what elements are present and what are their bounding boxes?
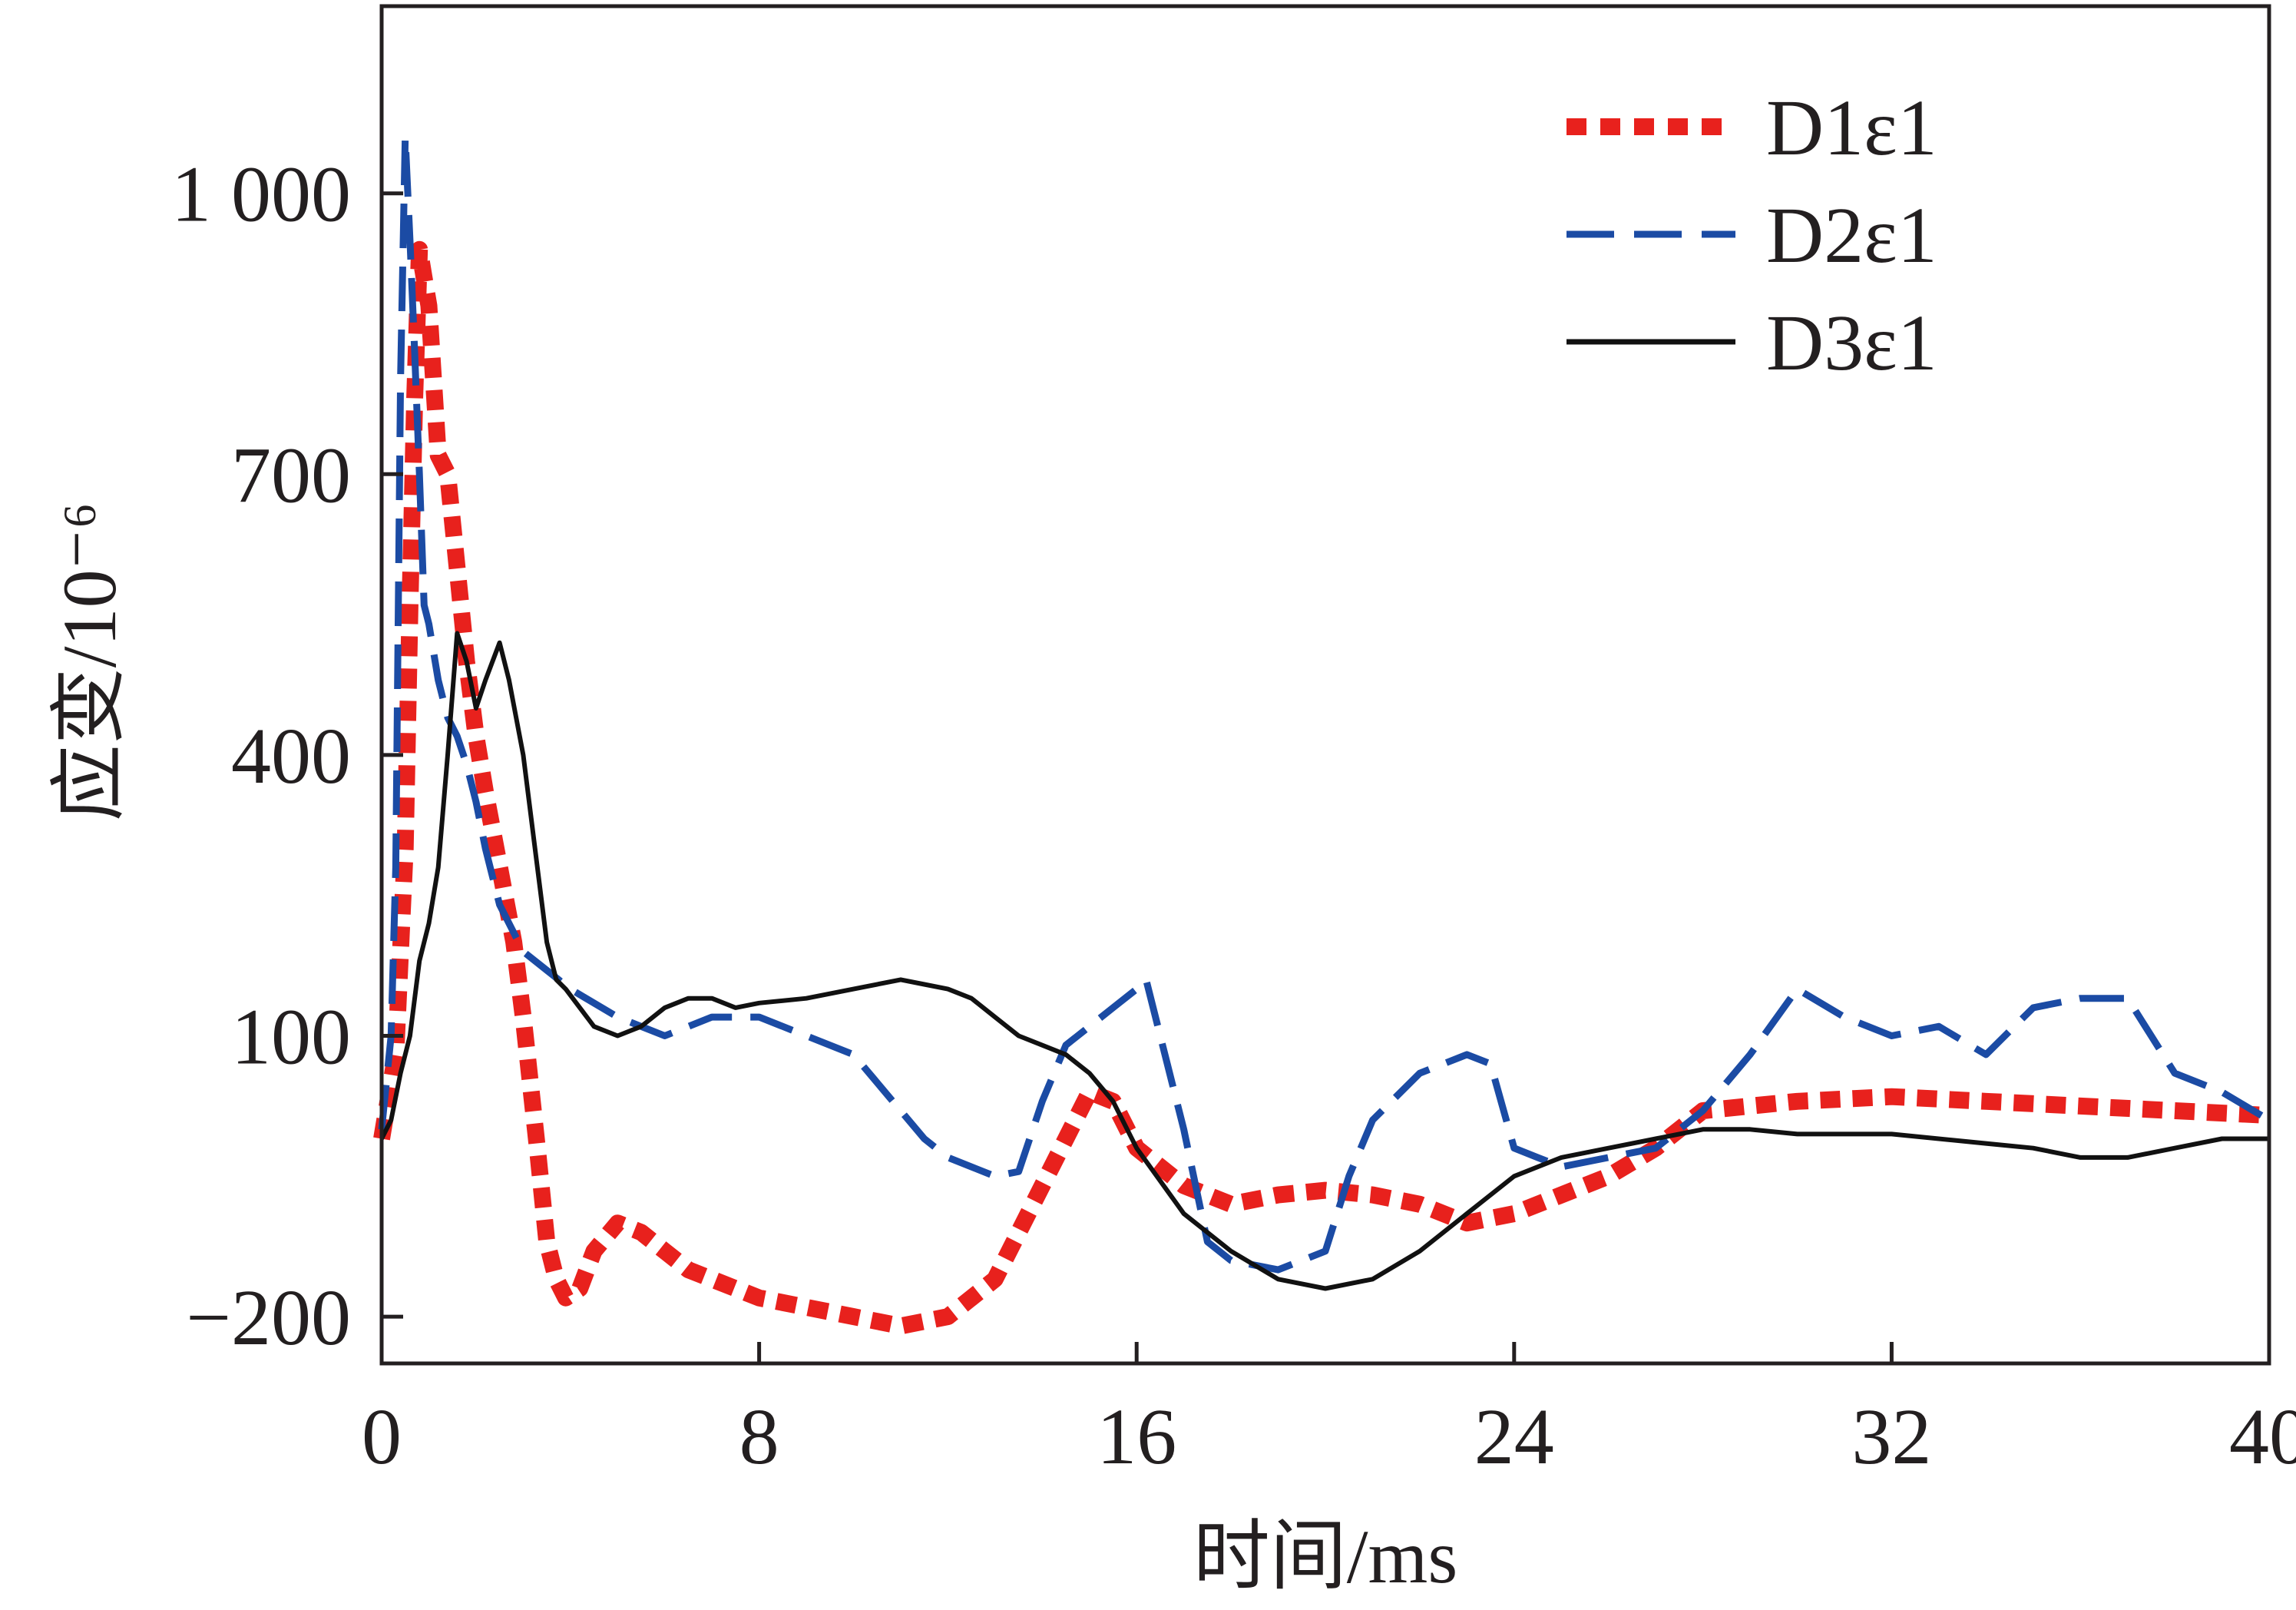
series-line-1 bbox=[373, 240, 2270, 1335]
y-axis: −200 100 400 700 1 000 bbox=[171, 151, 403, 1362]
plot-frame bbox=[379, 4, 2271, 1366]
legend-label: D2ε1 bbox=[1766, 191, 1937, 280]
x-axis: 0 8 16 24 32 40 bbox=[362, 1342, 2296, 1481]
series-line-3 bbox=[379, 631, 2269, 1291]
legend: D1ε1 D2ε1 D3ε1 bbox=[1567, 84, 1937, 387]
y-axis-title: 应变/10⁻⁶ bbox=[47, 502, 132, 821]
x-tick-label: 16 bbox=[1097, 1393, 1176, 1481]
y-tick-label: −200 bbox=[186, 1274, 351, 1362]
legend-label: D1ε1 bbox=[1766, 84, 1937, 172]
legend-label: D3ε1 bbox=[1766, 299, 1937, 387]
y-tick-label: 100 bbox=[231, 992, 351, 1081]
x-tick-label: 40 bbox=[2229, 1393, 2296, 1481]
x-tick-label: 32 bbox=[1851, 1393, 1931, 1481]
y-tick-label: 700 bbox=[231, 431, 351, 519]
x-tick-label: 0 bbox=[362, 1393, 402, 1481]
series-layer bbox=[373, 134, 2271, 1335]
x-tick-label: 24 bbox=[1474, 1393, 1554, 1481]
x-axis-title: 时间/ms bbox=[1193, 1514, 1457, 1599]
y-tick-label: 400 bbox=[231, 712, 351, 800]
x-tick-label: 8 bbox=[739, 1393, 779, 1481]
y-tick-label: 1 000 bbox=[171, 151, 351, 239]
